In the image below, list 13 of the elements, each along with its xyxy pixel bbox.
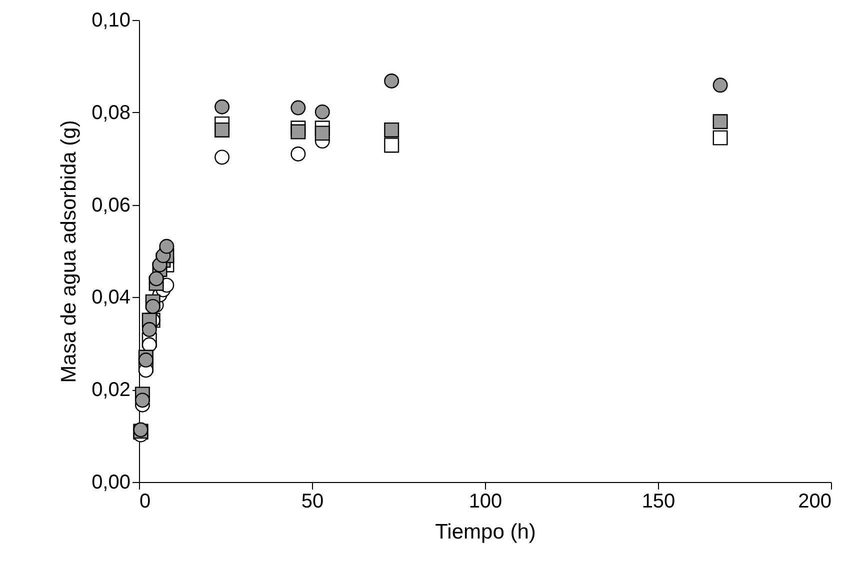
y-tick-label: 0,00 (92, 472, 130, 494)
y-tick-label: 0,02 (92, 379, 130, 402)
x-tick-label: 200 (798, 490, 832, 512)
y-tick-label: 0,06 (92, 194, 130, 216)
x-tick-label: 100 (468, 490, 502, 512)
x-tick-label: 0 (140, 490, 151, 512)
y-tick-label: 0,08 (92, 102, 130, 124)
y-tick-label: 0,04 (92, 286, 130, 309)
x-tick-label: 50 (301, 490, 324, 512)
y-tick-label: 0,10 (92, 10, 130, 32)
y-axis-title: Masa de agua adsorbida (g) (58, 120, 81, 383)
x-tick-label: 150 (642, 490, 676, 512)
x-axis-title: Tiempo (h) (435, 520, 536, 544)
